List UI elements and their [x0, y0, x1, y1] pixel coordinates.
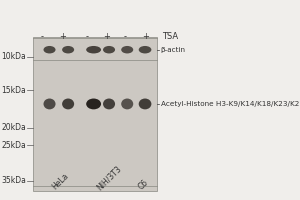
Text: 20kDa: 20kDa	[1, 123, 26, 132]
Ellipse shape	[86, 46, 101, 53]
Text: β-actin: β-actin	[160, 47, 186, 53]
Text: 10kDa: 10kDa	[1, 52, 26, 61]
Text: +: +	[142, 32, 149, 41]
Text: NIH/3T3: NIH/3T3	[95, 164, 123, 192]
Text: -: -	[124, 32, 127, 41]
Text: -: -	[86, 32, 89, 41]
Text: +: +	[59, 32, 65, 41]
Ellipse shape	[44, 99, 56, 109]
Text: +: +	[103, 32, 110, 41]
Text: HeLa: HeLa	[50, 172, 70, 192]
Bar	[33, 37, 157, 191]
Text: 15kDa: 15kDa	[1, 86, 26, 95]
Ellipse shape	[121, 46, 133, 53]
Text: 35kDa: 35kDa	[1, 176, 26, 185]
Text: TSA: TSA	[162, 32, 178, 41]
Ellipse shape	[44, 46, 56, 53]
Text: 25kDa: 25kDa	[1, 141, 26, 150]
Text: -: -	[41, 32, 44, 41]
Text: Acetyl-Histone H3-K9/K14/K18/K23/K27: Acetyl-Histone H3-K9/K14/K18/K23/K27	[160, 101, 300, 107]
Ellipse shape	[86, 99, 101, 109]
Ellipse shape	[139, 46, 152, 53]
Ellipse shape	[139, 99, 152, 109]
Ellipse shape	[103, 46, 115, 53]
Ellipse shape	[62, 46, 74, 53]
Text: C6: C6	[136, 178, 150, 192]
Ellipse shape	[103, 99, 115, 109]
Ellipse shape	[62, 99, 74, 109]
Ellipse shape	[121, 99, 133, 109]
